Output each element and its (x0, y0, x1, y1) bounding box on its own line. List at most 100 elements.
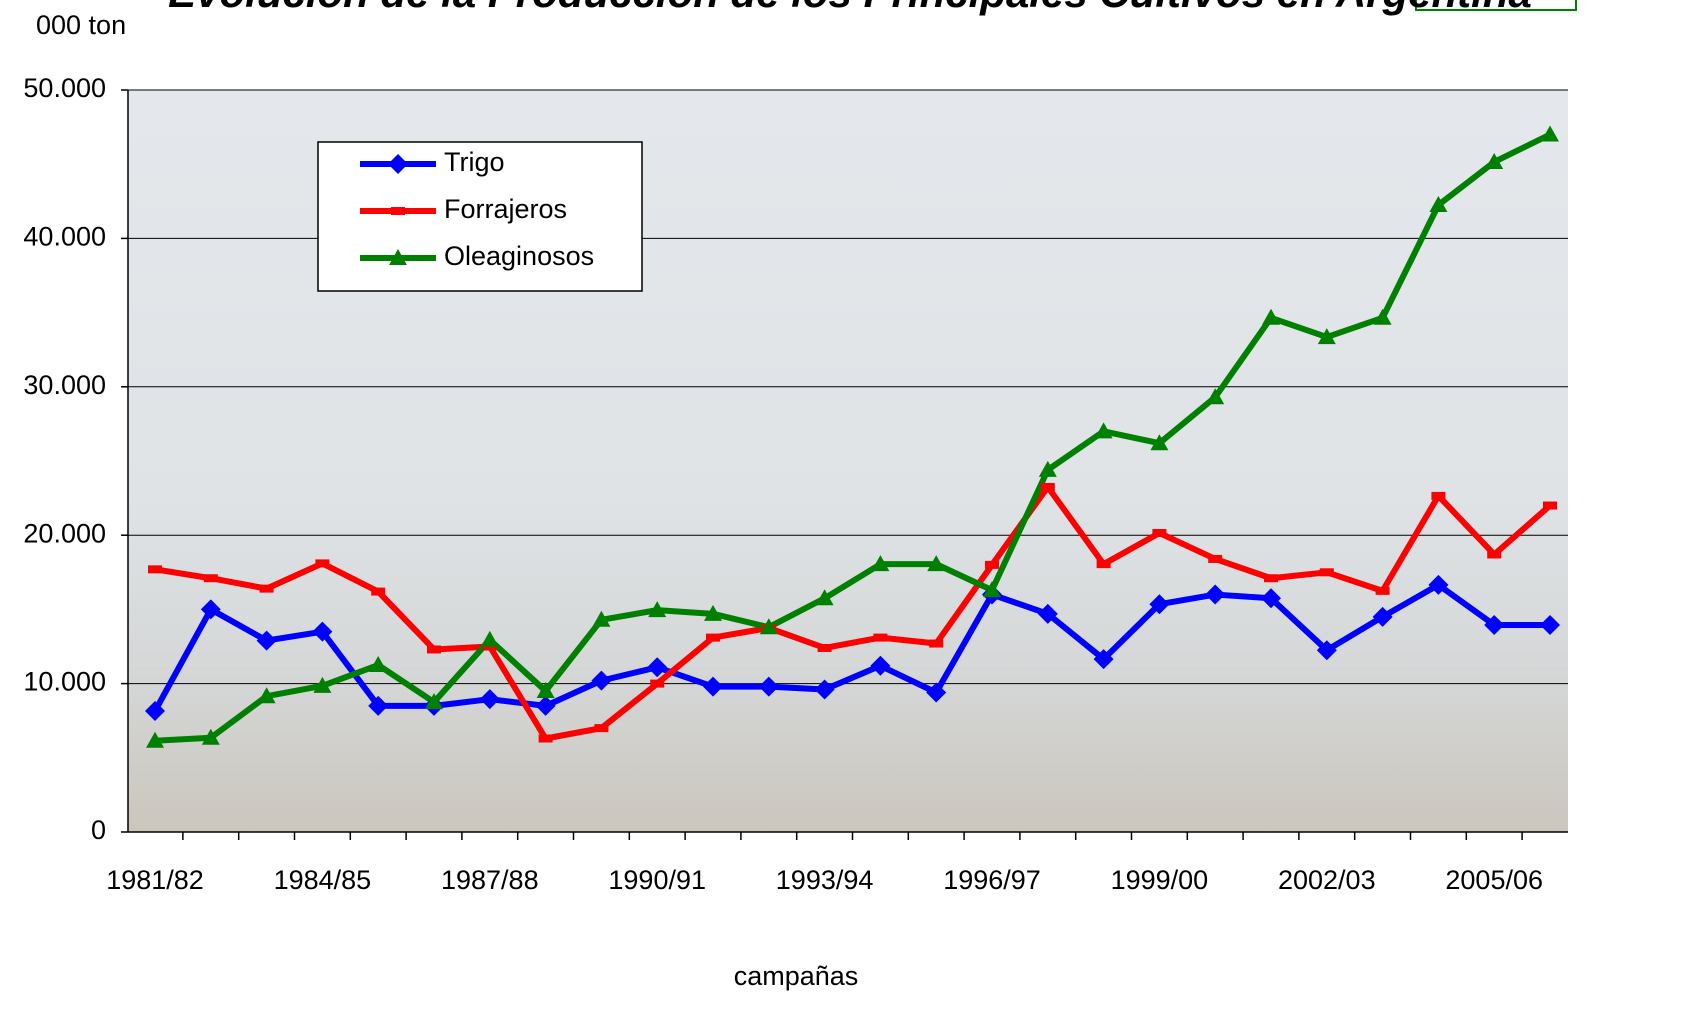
legend-marker (389, 249, 407, 265)
data-point (201, 728, 220, 745)
corner-box (1415, 0, 1577, 11)
data-point (256, 630, 277, 651)
data-point (536, 682, 555, 699)
y-tick-label: 50.000 (23, 73, 106, 103)
x-tick-label: 1981/82 (106, 865, 204, 895)
data-point (929, 639, 944, 648)
data-point (648, 601, 667, 618)
data-point (1484, 614, 1505, 635)
data-point (870, 655, 891, 676)
data-point (759, 618, 778, 635)
data-point (985, 560, 999, 569)
x-tick-label: 1993/94 (776, 865, 874, 895)
data-point (650, 679, 665, 688)
data-point (926, 682, 947, 703)
data-point (1372, 606, 1393, 627)
axes: 0 10.000 20.000 30.000 40.000 50.000 1981/82 19… (23, 73, 1568, 895)
data-point (1375, 586, 1390, 595)
data-point (535, 695, 556, 716)
data-point (1316, 640, 1337, 661)
series-line (154, 131, 1552, 744)
data-point (1485, 152, 1504, 169)
data-point (1093, 649, 1114, 670)
data-point (704, 604, 722, 621)
data-point (259, 584, 274, 593)
data-point (871, 555, 890, 572)
x-axis-label: campañas (734, 961, 859, 991)
data-point (1317, 328, 1336, 345)
data-point (1264, 574, 1278, 583)
data-point (1319, 568, 1334, 577)
x-tick-label: 1990/91 (608, 865, 706, 895)
data-point (1206, 388, 1225, 405)
data-point (592, 610, 611, 627)
data-point (758, 676, 779, 697)
legend-label: Trigo (444, 147, 505, 177)
y-tick-label: 0 (91, 815, 106, 845)
series-lines (145, 125, 1560, 748)
legend-label: Oleaginosos (444, 241, 594, 271)
data-point (1038, 460, 1057, 477)
data-point (1149, 594, 1170, 615)
data-point (1205, 584, 1226, 605)
legend-label: Forrajeros (444, 194, 567, 224)
x-tick-label: 2005/06 (1445, 865, 1543, 895)
legend: Trigo Forrajeros Oleaginosos (317, 141, 643, 292)
legend-marker (388, 154, 408, 174)
data-point (1429, 196, 1448, 213)
data-point (814, 679, 835, 700)
data-point (538, 734, 553, 743)
data-point (817, 643, 832, 652)
data-point (148, 565, 162, 574)
x-tick-label: 2002/03 (1278, 865, 1376, 895)
data-point (1094, 422, 1113, 439)
data-point (1543, 501, 1557, 510)
data-point (873, 633, 888, 642)
x-tick-label: 1987/88 (441, 865, 539, 895)
data-point (1208, 554, 1223, 563)
data-point (1150, 434, 1169, 451)
x-tick-label: 1984/85 (274, 865, 372, 895)
x-tick-label: 1996/97 (943, 865, 1041, 895)
data-point (1541, 125, 1559, 142)
data-point (203, 574, 218, 583)
series-line (154, 483, 1552, 742)
title-text: Evolución de la Producción de los Princi… (168, 0, 1532, 16)
data-point (815, 589, 834, 606)
data-point (1040, 482, 1055, 491)
data-point (371, 587, 386, 596)
y-axis-label: 000 ton (36, 10, 126, 40)
data-point (480, 630, 499, 647)
data-point (706, 633, 720, 642)
data-point (703, 676, 723, 697)
data-point (594, 724, 609, 733)
data-point (257, 687, 276, 704)
data-point (927, 555, 946, 572)
data-point (313, 676, 332, 693)
data-point (315, 559, 330, 568)
data-point (1487, 550, 1502, 559)
data-point (369, 656, 388, 673)
data-point (1262, 308, 1280, 325)
data-point (1152, 528, 1167, 537)
chart-title: Evolución de la Producción de los Princi… (168, 0, 1532, 16)
y-tick-label: 20.000 (23, 518, 106, 548)
legend-marker (391, 207, 405, 215)
data-point (146, 731, 164, 748)
data-point (200, 599, 221, 620)
y-tick-label: 10.000 (23, 667, 106, 697)
data-point (1096, 560, 1111, 569)
data-point (591, 670, 612, 691)
data-point (1373, 308, 1392, 325)
data-point (1428, 574, 1449, 595)
data-point (1431, 491, 1446, 500)
data-point (312, 621, 333, 642)
data-point (1540, 614, 1560, 635)
y-tick-label: 30.000 (23, 370, 106, 400)
data-point (427, 645, 441, 654)
data-point (479, 689, 500, 710)
data-point (145, 701, 165, 722)
data-point (983, 581, 1001, 598)
